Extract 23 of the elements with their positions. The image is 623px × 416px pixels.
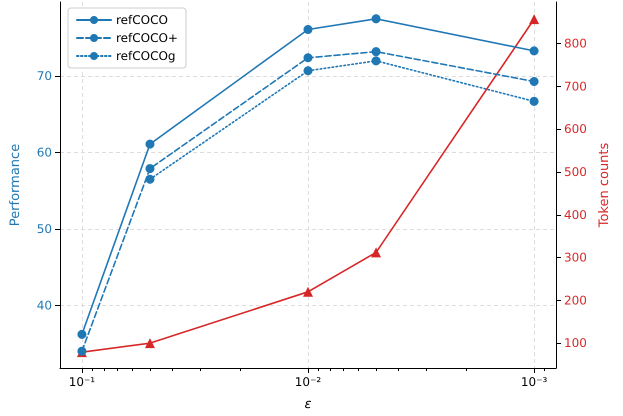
point <box>303 286 313 297</box>
y-tick-label: 50 <box>36 222 52 236</box>
legend-label: refCOCO+ <box>116 31 178 45</box>
y-tick-label: 40 <box>36 298 52 312</box>
y-tick-label: 60 <box>36 146 52 160</box>
y2-tick-label: 700 <box>564 79 587 94</box>
y2-tick-label: 800 <box>564 36 587 51</box>
point <box>529 14 540 24</box>
y2-tick-label: 100 <box>564 336 587 350</box>
y-tick-label: 70 <box>36 69 52 84</box>
y2-tick-label: 600 <box>564 122 587 136</box>
y2-tick-label: 400 <box>564 208 587 222</box>
y2-tick-label: 300 <box>564 250 587 265</box>
y2-tick-label: 200 <box>564 293 587 308</box>
x-tick-label: 10⁻² <box>294 375 322 389</box>
y-axis-title: Performance <box>8 144 23 226</box>
legend-label: refCOCO <box>116 13 168 27</box>
y2-tick-label: 500 <box>564 164 587 179</box>
legend-label: refCOCOg <box>116 49 176 63</box>
y2-axis-title: Token counts <box>597 142 612 228</box>
x-tick-label: 10⁻¹ <box>68 375 96 389</box>
x-tick-label: 10⁻³ <box>520 375 548 389</box>
x-axis-title: ε <box>304 397 312 412</box>
